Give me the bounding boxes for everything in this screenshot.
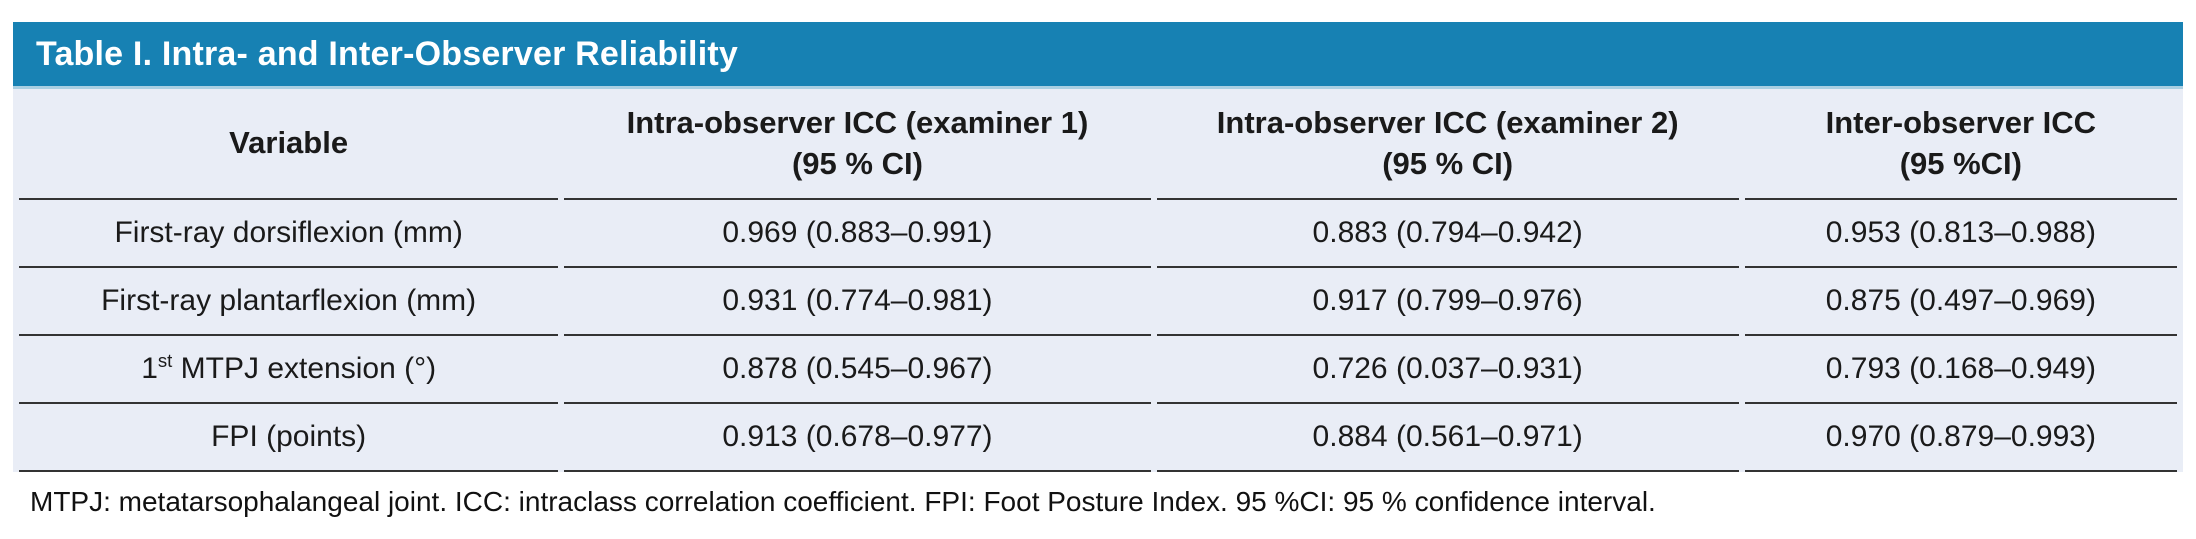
column-header-line1: Variable	[229, 125, 349, 161]
column-header-line2: (95 % CI)	[791, 145, 923, 181]
reliability-table: Variable Intra-observer ICC (examiner 1)…	[13, 89, 2183, 472]
column-header-line2: (95 % CI)	[1382, 145, 1514, 181]
table-row: FPI (points) 0.913 (0.678–0.977) 0.884 (0.…	[19, 404, 2177, 472]
table-row: First-ray dorsiflexion (mm) 0.969 (0.883–…	[19, 200, 2177, 268]
column-header-intra-observer-examiner2: Intra-observer ICC (examiner 2) (95 % CI…	[1156, 89, 1739, 200]
icc-value-cell: 0.953 (0.813–0.988)	[1744, 200, 2177, 268]
column-header-intra-observer-examiner1: Intra-observer ICC (examiner 1) (95 % CI…	[564, 89, 1151, 200]
column-header-line1: Inter-observer ICC	[1825, 105, 2097, 141]
icc-value-cell: 0.884 (0.561–0.971)	[1156, 404, 1739, 472]
icc-value-cell: 0.793 (0.168–0.949)	[1744, 336, 2177, 404]
column-header-inter-observer: Inter-observer ICC (95 %CI)	[1744, 89, 2177, 200]
header-row: Variable Intra-observer ICC (examiner 1)…	[19, 89, 2177, 200]
icc-value-cell: 0.970 (0.879–0.993)	[1744, 404, 2177, 472]
icc-value-cell: 0.931 (0.774–0.981)	[564, 268, 1151, 336]
table-row: 1st MTPJ extension (°) 0.878 (0.545–0.967…	[19, 336, 2177, 404]
ordinal-superscript: st	[157, 350, 173, 371]
table-footnote: MTPJ: metatarsophalangeal joint. ICC: in…	[30, 486, 1656, 517]
icc-value-cell: 0.917 (0.799–0.976)	[1156, 268, 1739, 336]
column-header-line1: Intra-observer ICC (examiner 1)	[626, 105, 1089, 141]
column-header-variable: Variable	[19, 89, 559, 200]
icc-value-cell: 0.875 (0.497–0.969)	[1744, 268, 2177, 336]
table-row: First-ray plantarflexion (mm) 0.931 (0.77…	[19, 268, 2177, 336]
column-header-line2: (95 %CI)	[1899, 145, 2022, 181]
variable-cell: First-ray dorsiflexion (mm)	[19, 200, 559, 268]
icc-value-cell: 0.726 (0.037–0.931)	[1156, 336, 1739, 404]
table-title: Table I. Intra- and Inter-Observer Relia…	[36, 34, 738, 73]
variable-cell: First-ray plantarflexion (mm)	[19, 268, 559, 336]
icc-value-cell: 0.883 (0.794–0.942)	[1156, 200, 1739, 268]
variable-cell: 1st MTPJ extension (°)	[19, 336, 559, 404]
icc-value-cell: 0.969 (0.883–0.991)	[564, 200, 1151, 268]
table-header: Variable Intra-observer ICC (examiner 1)…	[19, 89, 2177, 200]
table-title-banner: Table I. Intra- and Inter-Observer Relia…	[13, 22, 2183, 89]
variable-cell: FPI (points)	[19, 404, 559, 472]
icc-value-cell: 0.878 (0.545–0.967)	[564, 336, 1151, 404]
icc-value-cell: 0.913 (0.678–0.977)	[564, 404, 1151, 472]
column-header-line1: Intra-observer ICC (examiner 2)	[1216, 105, 1679, 141]
table-body: First-ray dorsiflexion (mm) 0.969 (0.883–…	[19, 200, 2177, 472]
